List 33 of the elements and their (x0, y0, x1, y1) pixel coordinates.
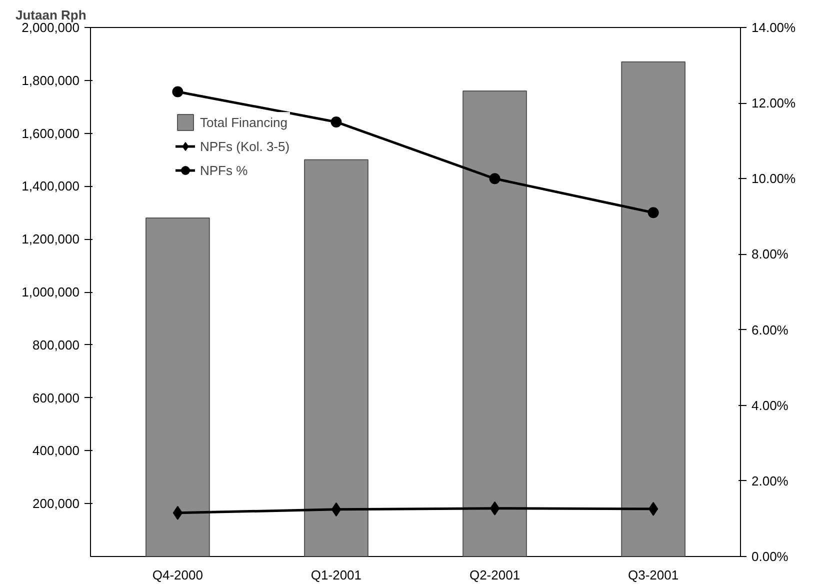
legend-label: NPFs (Kol. 3-5) (200, 138, 290, 154)
x-tick-label: Q2-2001 (469, 568, 520, 582)
y-tick-label: 600,000 (32, 390, 80, 406)
x-tick-label: Q1-2001 (310, 568, 362, 582)
bar (462, 90, 527, 556)
bar (145, 217, 210, 556)
point (489, 173, 500, 184)
y2-tick-label: 2.00% (752, 473, 789, 488)
y-tick-label: 800,000 (32, 337, 80, 352)
y-tick-label: 200,000 (32, 496, 80, 512)
point (172, 86, 184, 98)
point (330, 116, 342, 128)
y-tick-label: 1,200,000 (22, 232, 80, 247)
y2-tick-label: 0.00% (752, 549, 789, 564)
y2-tick-label: 8.00% (752, 246, 789, 262)
y-tick-label: 1,800,000 (22, 72, 80, 88)
x-tick-label: Q3-2001 (628, 568, 679, 582)
y2-tick-label: 14.00% (752, 20, 796, 35)
y-tick-label: 400,000 (32, 443, 80, 458)
y-tick-label: 1,400,000 (22, 178, 80, 194)
y2-tick-label: 10.00% (752, 171, 796, 186)
y2-tick-label: 12.00% (752, 96, 796, 111)
x-tick-label: Q4-2000 (152, 568, 203, 582)
bar (621, 61, 686, 556)
point (648, 207, 659, 218)
y-tick-label: 1,000,000 (22, 284, 80, 300)
y-axis-title: Jutaan Rph (16, 8, 86, 22)
y-tick-label: 1,600,000 (22, 126, 80, 141)
y2-tick-label: 6.00% (752, 322, 789, 338)
y2-tick-label: 4.00% (752, 398, 789, 413)
bar (304, 159, 368, 556)
legend-label: Total Financing (200, 114, 288, 130)
legend-label: NPFs % (200, 162, 248, 178)
